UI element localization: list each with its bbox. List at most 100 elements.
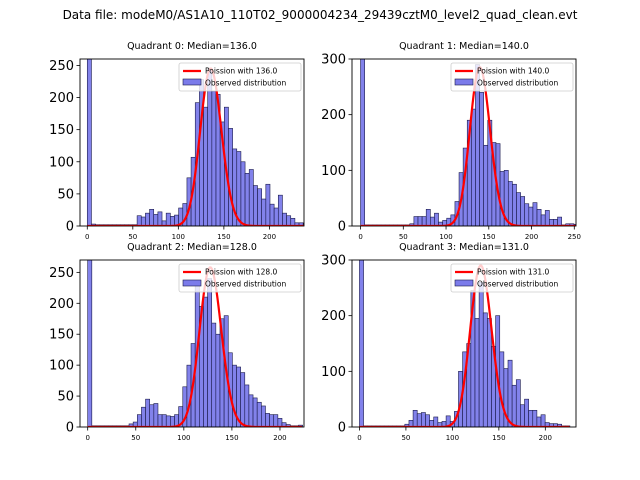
histogram-bar [141,406,146,427]
y-tick-label: 200 [49,91,74,106]
histogram-bar [434,212,439,226]
histogram-bar [540,214,546,226]
histogram-bar [215,333,221,427]
histogram-bar [203,106,208,226]
histogram-bar [240,372,246,427]
histogram-bar [359,260,364,427]
histogram-bar [474,318,480,427]
y-tick-label: 300 [321,53,346,68]
histogram-bar [416,413,422,427]
plot-area [86,59,311,226]
y-tick-label: 200 [49,297,74,312]
x-tick-label: 150 [492,434,505,442]
histogram-bar [516,192,521,226]
histogram-bar [520,196,526,226]
y-tick-label: 250 [49,59,74,74]
x-tick-label: 200 [525,233,538,241]
y-tick-label: 100 [49,155,74,170]
legend: Poission with 140.0 Observed distribution [450,62,574,92]
legend-label-observed: Observed distribution [205,79,286,88]
histogram-bar [149,209,155,226]
histogram-bar [282,212,287,226]
legend-bar-swatch [182,279,202,287]
histogram-bar [515,379,521,427]
histogram-bar [136,215,142,226]
histogram-bar [360,59,365,226]
legend-label-poisson: Poission with 131.0 [477,268,550,277]
panel-title: Quadrant 3: Median=131.0 [399,242,529,253]
legend: Poission with 128.0 Observed distribution [178,263,302,293]
x-tick-label: 150 [225,434,238,442]
y-tick-label: 300 [321,254,346,269]
histogram-bar [149,404,155,427]
histogram-bar [528,206,534,226]
histogram-bar [273,414,279,427]
histogram-bar [157,414,163,427]
histogram-bar [499,171,505,226]
chart-panel-q1: 0 50 100 150 200 250 0 100 200 300 Quadrant 1: Med… [321,41,581,241]
histogram-bar [211,322,217,427]
x-tick-label: 0 [85,233,89,241]
histogram-bar [256,401,262,427]
x-tick-label: 200 [539,434,552,442]
histogram-bar [86,59,92,226]
x-tick-label: 200 [273,434,286,442]
histogram-bar [528,409,534,427]
histogram-bar [170,416,175,427]
histogram-bar [153,403,159,427]
histogram-bar [425,414,430,427]
x-tick-label: 0 [357,434,361,442]
x-tick-label: 50 [399,233,408,241]
histogram-bar [265,413,270,427]
axes-frame [351,259,577,428]
histogram-bar [307,224,311,226]
plot-area [360,59,576,226]
y-tick-label: 0 [338,421,346,436]
legend-label-poisson: Poission with 128.0 [205,268,278,277]
x-tick-label: 50 [131,434,140,442]
x-tick-label: 250 [568,233,581,241]
histogram-bar [248,169,254,226]
axes-frame [351,58,577,227]
axes-frame [79,259,305,428]
histogram-bar [87,260,93,427]
x-tick-label: 150 [482,233,495,241]
y-tick-label: 150 [49,123,74,138]
histogram-bar [228,128,233,226]
panel-title: Quadrant 2: Median=128.0 [127,242,257,253]
histogram-bar [257,188,262,226]
y-tick-label: 100 [321,365,346,380]
plot-area [359,260,571,427]
histogram-bar [512,183,517,226]
histogram-bar [412,409,418,427]
legend-box [450,263,574,293]
histogram-bar [520,404,525,427]
histogram-bar [421,216,427,226]
x-tick-label: 100 [172,233,185,241]
histogram-bar [265,183,271,226]
y-tick-label: 50 [57,390,74,405]
histogram-bar [157,211,163,226]
histogram-bar [273,207,279,226]
histogram-bar [471,108,476,226]
histogram-bar [417,216,423,226]
x-tick-label: 100 [177,434,190,442]
poisson-curve [359,264,570,427]
histogram-bar [421,412,426,427]
x-tick-label: 100 [446,434,459,442]
legend: Poission with 131.0 Observed distribution [450,263,574,293]
histogram-bar [136,414,142,427]
y-tick-label: 200 [321,309,346,324]
legend-bar-swatch [454,78,474,86]
y-tick-label: 100 [321,164,346,179]
histogram-bar [524,203,530,226]
x-tick-label: 50 [401,434,410,442]
histogram-bar [153,214,159,226]
legend-box [178,263,302,293]
histogram-bar [203,296,208,427]
legend-bar-swatch [454,279,474,287]
legend-box [450,62,574,92]
poisson-curve [87,266,303,427]
x-tick-label: 50 [128,233,137,241]
